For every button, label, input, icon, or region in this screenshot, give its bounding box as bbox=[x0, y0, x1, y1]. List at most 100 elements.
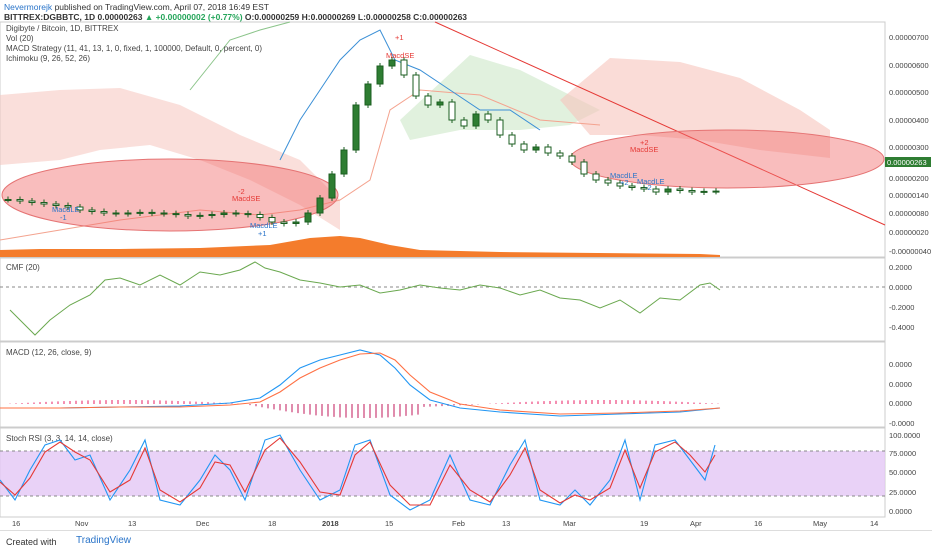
candle bbox=[484, 113, 492, 121]
candle bbox=[688, 190, 696, 193]
candle bbox=[412, 74, 420, 97]
candle bbox=[496, 119, 504, 136]
chikou-line bbox=[189, 21, 291, 91]
stoch-tick: 100.0000 bbox=[889, 431, 920, 440]
candle bbox=[520, 143, 528, 151]
candle bbox=[124, 212, 132, 215]
x-tick: 2018 bbox=[322, 519, 339, 528]
candle bbox=[508, 134, 516, 145]
indicator-macd-strategy: MACD Strategy (11, 41, 13, 1, 0, fixed, … bbox=[6, 44, 262, 53]
kijun-line bbox=[0, 89, 601, 241]
footer-bar: Created with TradingView bbox=[0, 530, 932, 551]
candle bbox=[40, 202, 48, 205]
cmf-title: CMF (20) bbox=[6, 263, 40, 272]
candles bbox=[4, 57, 720, 227]
signal-line bbox=[0, 352, 721, 415]
candle bbox=[232, 212, 240, 215]
candle bbox=[556, 152, 564, 157]
annotation-n1: -1 bbox=[60, 213, 67, 222]
x-tick: 13 bbox=[128, 519, 136, 528]
candle bbox=[184, 214, 192, 217]
x-axis: 16 Nov 13 Dec 18 2018 15 Feb 13 Mar 19 A… bbox=[12, 519, 878, 528]
publish-info: published on TradingView.com, April 07, … bbox=[54, 2, 269, 12]
candle bbox=[640, 187, 648, 190]
last-price-label: 0.00000263 bbox=[887, 158, 927, 167]
chart-title: Digibyte / Bitcoin, 1D, BITTREX bbox=[6, 24, 119, 33]
y-tick: 0.00000200 bbox=[889, 174, 929, 183]
annotation-n4: +2 bbox=[620, 178, 629, 187]
candle bbox=[268, 217, 276, 223]
cmf-tick: 0.0000 bbox=[889, 283, 912, 292]
candle bbox=[616, 182, 624, 187]
candle bbox=[364, 83, 372, 106]
candle bbox=[700, 190, 708, 193]
y-tick: 0.00000600 bbox=[889, 61, 929, 70]
candle bbox=[280, 221, 288, 224]
indicator-vol: Vol (20) bbox=[6, 34, 34, 43]
stoch-tick: 25.0000 bbox=[889, 488, 916, 497]
chart-header: Nevermorejk published on TradingView.com… bbox=[0, 0, 932, 22]
candle bbox=[544, 146, 552, 154]
author-link[interactable]: Nevermorejk bbox=[4, 2, 53, 12]
last-price-box bbox=[885, 157, 931, 167]
tradingview-logo[interactable]: TradingView bbox=[76, 535, 132, 546]
x-tick: 15 bbox=[385, 519, 393, 528]
x-tick: 16 bbox=[12, 519, 20, 528]
annotation-macdse-2: MacdSE bbox=[386, 51, 414, 60]
annotation-macdle-3: MacdLE bbox=[610, 171, 638, 180]
candle bbox=[160, 212, 168, 215]
open-price: 0.00000263 bbox=[97, 12, 143, 22]
ichimoku-cloud-left bbox=[0, 88, 340, 230]
candle bbox=[244, 213, 252, 216]
candle bbox=[376, 65, 384, 85]
price-change: ▲ +0.00000002 (+0.77%) bbox=[144, 12, 243, 22]
y-tick: -0.00000040 bbox=[889, 247, 931, 256]
macd-line bbox=[0, 349, 721, 417]
macd-tick: 0.0000 bbox=[889, 380, 912, 389]
candle bbox=[112, 212, 120, 215]
candle bbox=[316, 197, 324, 214]
candle bbox=[28, 200, 36, 203]
candle bbox=[52, 203, 60, 206]
publish-line: Nevermorejk published on TradingView.com… bbox=[4, 2, 269, 12]
candle bbox=[208, 214, 216, 216]
candle bbox=[256, 214, 264, 218]
annotation-n5: +1 bbox=[395, 33, 404, 42]
candle bbox=[592, 173, 600, 181]
stoch-band bbox=[0, 451, 885, 496]
x-tick: 14 bbox=[870, 519, 878, 528]
y-tick: 0.00000020 bbox=[889, 228, 929, 237]
candle bbox=[16, 199, 24, 202]
annotation-n7: +2 bbox=[640, 138, 649, 147]
annotation-n6: -2 bbox=[645, 183, 652, 192]
macd-tick: -0.0000 bbox=[889, 419, 914, 428]
annotation-n2: +1 bbox=[258, 229, 267, 238]
x-tick: May bbox=[813, 519, 827, 528]
candle bbox=[304, 212, 312, 223]
annotation-macdle-2: MacdLE bbox=[250, 221, 278, 230]
candle bbox=[172, 213, 180, 216]
ticker-line: BITTREX:DGBBTC, 1D 0.00000263 ▲ +0.00000… bbox=[4, 12, 467, 22]
macd-title: MACD (12, 26, close, 9) bbox=[6, 348, 92, 357]
stoch-title: Stoch RSI (3, 3, 14, 14, close) bbox=[6, 434, 113, 443]
candle bbox=[388, 59, 396, 67]
candle bbox=[532, 146, 540, 151]
candle bbox=[4, 199, 12, 201]
stoch-k-line bbox=[0, 434, 716, 511]
stoch-tick: 75.0000 bbox=[889, 449, 916, 458]
y-tick: 0.00000500 bbox=[889, 88, 929, 97]
stoch-tick: 0.0000 bbox=[889, 507, 912, 516]
candle bbox=[64, 205, 72, 208]
candle bbox=[100, 211, 108, 214]
x-tick: Dec bbox=[196, 519, 210, 528]
macd-panel bbox=[0, 341, 886, 428]
candle bbox=[568, 155, 576, 163]
candle bbox=[400, 59, 408, 76]
stoch-d-line bbox=[0, 437, 716, 506]
y-tick: 0.00000140 bbox=[889, 191, 929, 200]
indicator-ichimoku: Ichimoku (9, 26, 52, 26) bbox=[6, 54, 90, 63]
y-tick: 0.00000080 bbox=[889, 209, 929, 218]
ticker: BITTREX:DGBBTC, 1D bbox=[4, 12, 96, 22]
candle bbox=[664, 188, 672, 193]
